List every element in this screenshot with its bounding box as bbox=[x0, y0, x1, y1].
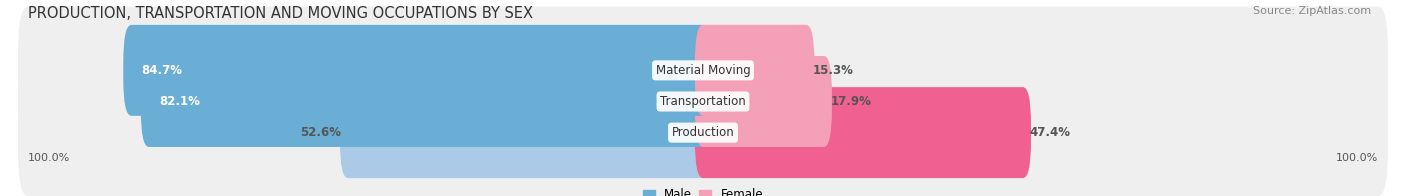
Text: 17.9%: 17.9% bbox=[831, 95, 872, 108]
Text: 82.1%: 82.1% bbox=[159, 95, 200, 108]
FancyBboxPatch shape bbox=[18, 38, 1388, 165]
Text: 100.0%: 100.0% bbox=[28, 153, 70, 163]
Text: 15.3%: 15.3% bbox=[813, 64, 853, 77]
Text: Material Moving: Material Moving bbox=[655, 64, 751, 77]
Text: Production: Production bbox=[672, 126, 734, 139]
FancyBboxPatch shape bbox=[124, 25, 711, 116]
Text: Transportation: Transportation bbox=[661, 95, 745, 108]
Legend: Male, Female: Male, Female bbox=[638, 184, 768, 196]
Text: 52.6%: 52.6% bbox=[301, 126, 342, 139]
FancyBboxPatch shape bbox=[18, 69, 1388, 196]
Text: 84.7%: 84.7% bbox=[142, 64, 183, 77]
Text: Source: ZipAtlas.com: Source: ZipAtlas.com bbox=[1253, 6, 1371, 16]
Text: 100.0%: 100.0% bbox=[1336, 153, 1378, 163]
FancyBboxPatch shape bbox=[695, 25, 814, 116]
FancyBboxPatch shape bbox=[141, 56, 711, 147]
Text: 47.4%: 47.4% bbox=[1029, 126, 1070, 139]
FancyBboxPatch shape bbox=[695, 56, 832, 147]
FancyBboxPatch shape bbox=[695, 87, 1031, 178]
FancyBboxPatch shape bbox=[340, 87, 711, 178]
FancyBboxPatch shape bbox=[18, 7, 1388, 134]
Text: PRODUCTION, TRANSPORTATION AND MOVING OCCUPATIONS BY SEX: PRODUCTION, TRANSPORTATION AND MOVING OC… bbox=[28, 6, 533, 21]
